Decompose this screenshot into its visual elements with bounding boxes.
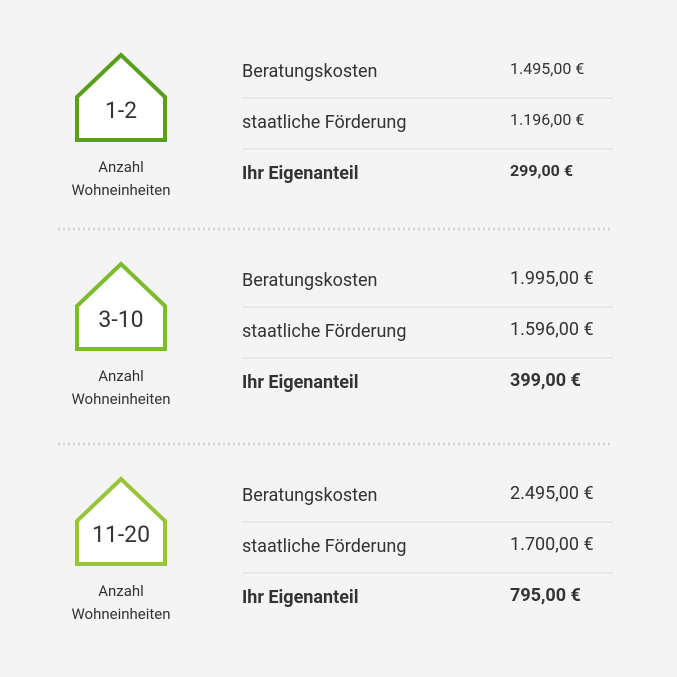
row-label: Beratungskosten xyxy=(242,485,378,506)
row-label: Beratungskosten xyxy=(242,61,378,82)
caption: Wohneinheiten xyxy=(71,390,170,408)
row-amount: 795,00 € xyxy=(510,585,581,606)
row-label: staatliche Förderung xyxy=(242,536,406,557)
row-amount: 1.495,00 € xyxy=(510,59,584,78)
row-amount: 1.700,00 € xyxy=(510,534,594,555)
row-label: staatliche Förderung xyxy=(242,321,406,342)
caption: Anzahl xyxy=(98,367,144,385)
row-label: staatliche Förderung xyxy=(242,112,406,133)
caption: Anzahl xyxy=(98,158,144,176)
row-amount: 2.495,00 € xyxy=(510,483,594,504)
row-label: Ihr Eigenanteil xyxy=(242,372,358,393)
house-icon xyxy=(75,476,167,566)
row-amount: 1.596,00 € xyxy=(510,319,594,340)
row-amount: 1.995,00 € xyxy=(510,268,594,289)
units-label: 11-20 xyxy=(92,521,150,548)
caption: Wohneinheiten xyxy=(71,181,170,199)
house-icon xyxy=(75,261,167,351)
row-label: Beratungskosten xyxy=(242,270,378,291)
row-amount: 1.196,00 € xyxy=(510,110,584,129)
caption: Anzahl xyxy=(98,582,144,600)
row-label: Ihr Eigenanteil xyxy=(242,587,358,608)
house-icon xyxy=(75,52,167,142)
caption: Wohneinheiten xyxy=(71,605,170,623)
row-amount: 399,00 € xyxy=(510,370,581,391)
units-label: 3-10 xyxy=(98,306,143,333)
units-label: 1-2 xyxy=(105,97,137,124)
row-label: Ihr Eigenanteil xyxy=(242,163,358,184)
row-amount: 299,00 € xyxy=(510,161,573,180)
